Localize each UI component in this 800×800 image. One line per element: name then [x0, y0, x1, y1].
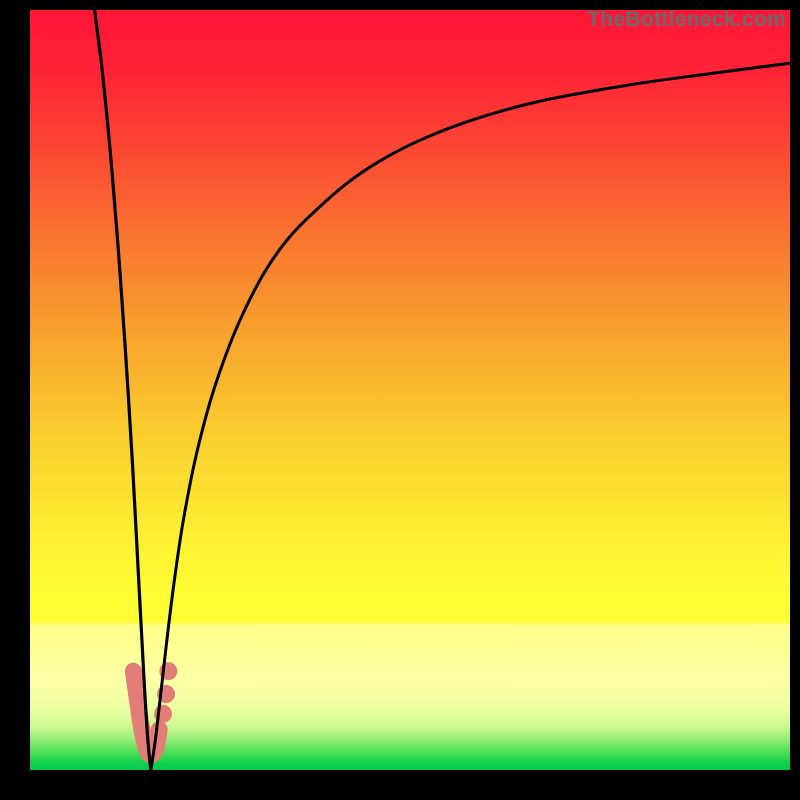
- plot-area: [30, 10, 790, 770]
- chart-svg: [30, 10, 790, 770]
- bottleneck-curve-left: [95, 10, 151, 770]
- bottleneck-curve-right: [151, 63, 790, 770]
- watermark-text: TheBottleneck.com: [587, 8, 786, 32]
- chart-frame: TheBottleneck.com: [0, 0, 800, 800]
